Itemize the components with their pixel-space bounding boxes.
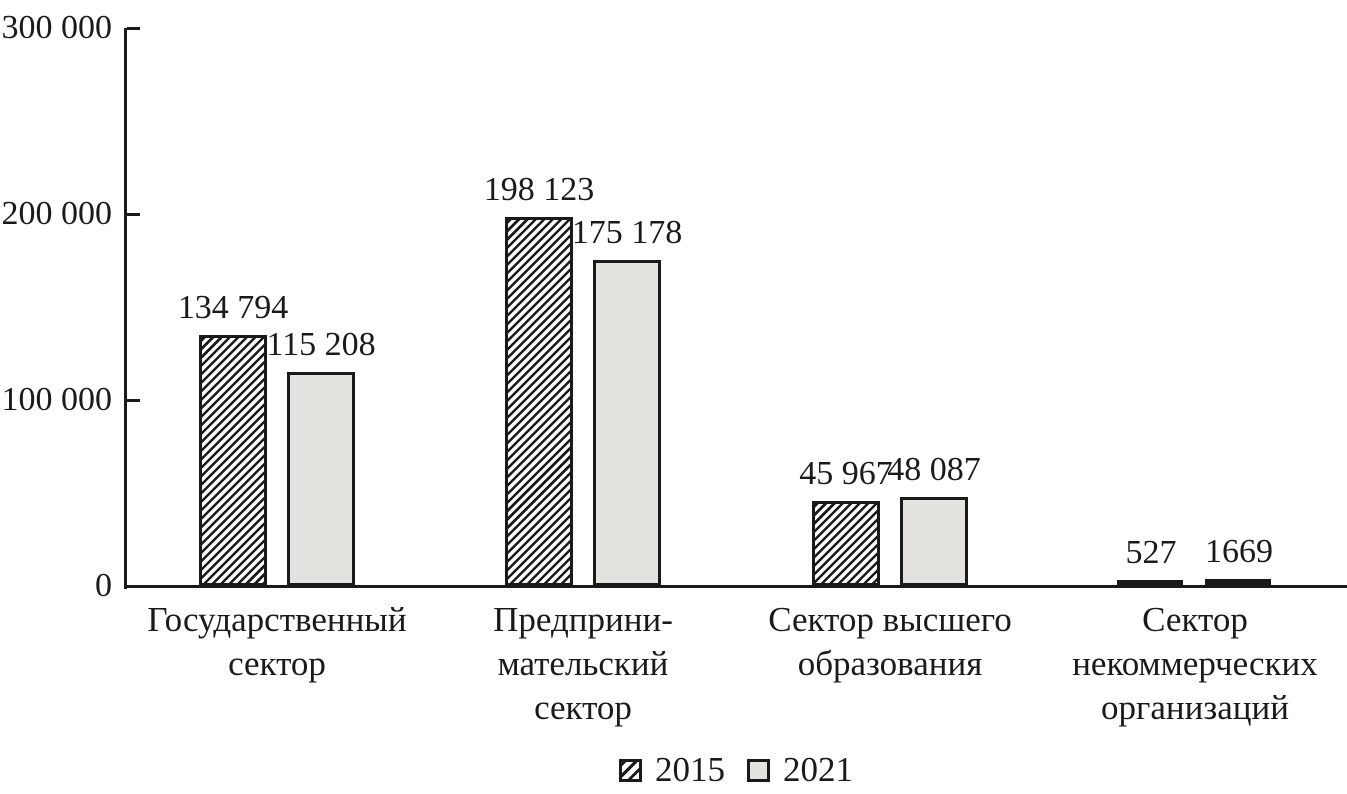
category-label-4: Сектор некоммерческих организаций [1072,600,1318,727]
legend-item-2021: 2021 [747,751,853,789]
bar-2021-category-4 [1205,579,1271,586]
category-label-1: Государственный сектор [147,600,407,683]
value-label-2021-category-2: 175 178 [571,214,683,251]
value-label-2015-category-2: 198 123 [483,171,595,208]
y-tick-label: 300 000 [1,9,113,46]
y-tick-mark [127,27,140,30]
value-label-2021-category-1: 115 208 [266,326,376,363]
y-tick-mark [127,399,140,402]
category-label-2: Предприни- мательский сектор [493,600,673,727]
legend-swatch-2021 [747,758,770,782]
value-label-2015-category-1: 134 794 [177,289,289,326]
y-tick-label: 200 000 [1,195,113,232]
value-label-2015-category-4: 527 [1125,534,1177,571]
x-axis-line [124,585,1347,588]
bar-2015-category-4 [1117,580,1183,586]
y-axis-line [124,28,127,589]
bar-2015-category-2 [505,217,573,586]
value-label-2015-category-3: 45 967 [799,455,893,492]
bar-2021-category-2 [593,260,661,586]
bar-2015-category-1 [199,335,267,586]
legend: 2015 2021 [125,748,1347,792]
y-tick-label: 0 [95,567,112,604]
y-tick-mark [127,213,140,216]
value-label-2021-category-3: 48 087 [887,451,981,488]
legend-label: 2021 [783,750,853,789]
legend-swatch-2015 [619,758,642,782]
value-label-2021-category-4: 1669 [1205,533,1273,570]
legend-label: 2015 [655,750,725,789]
bar-2021-category-1 [287,372,355,586]
y-tick-label: 100 000 [1,381,113,418]
legend-item-2015: 2015 [619,751,725,789]
bar-2015-category-3 [812,501,880,586]
bar-2021-category-3 [900,497,968,586]
category-label-3: Сектор высшего образования [768,600,1012,683]
